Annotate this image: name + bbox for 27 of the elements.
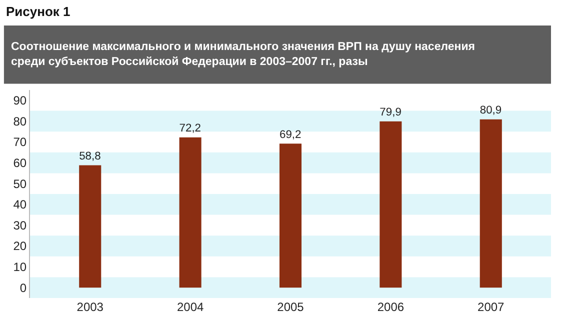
- y-tick-label: 20: [13, 239, 27, 254]
- x-tick-label: 2005: [277, 300, 304, 314]
- bar: [179, 137, 202, 288]
- bar: [380, 121, 402, 288]
- data-label: 72,2: [179, 122, 202, 135]
- x-tick-label: 2003: [76, 300, 104, 314]
- data-label: 58,8: [79, 150, 101, 163]
- data-label: 80,9: [480, 104, 502, 117]
- data-label: 69,2: [279, 128, 302, 141]
- y-tick-label: 40: [13, 198, 27, 212]
- bar: [79, 165, 102, 288]
- bar: [480, 119, 502, 288]
- x-tick-label: 2007: [478, 300, 505, 314]
- x-tick-label: 2004: [176, 300, 204, 314]
- bar: [279, 144, 302, 288]
- y-tick-label: 80: [13, 114, 27, 128]
- y-tick-label: 70: [13, 135, 27, 150]
- x-tick-label: 2006: [377, 300, 404, 314]
- chart-title: Рисунок 1: [6, 4, 70, 19]
- y-tick-label: 10: [13, 260, 27, 274]
- data-label: 79,9: [380, 106, 402, 119]
- y-tick-label: 50: [13, 176, 27, 191]
- y-tick-label: 90: [13, 94, 27, 108]
- y-tick-label: 30: [13, 218, 27, 232]
- chart-subtitle: Соотношение максимального и минимального значения ВРП на душу населения среди субъектов Российской Федерации в 2003–2007 гг., разы: [11, 41, 476, 68]
- y-tick-label: 60: [13, 156, 27, 170]
- y-tick-label: 0: [20, 280, 27, 295]
